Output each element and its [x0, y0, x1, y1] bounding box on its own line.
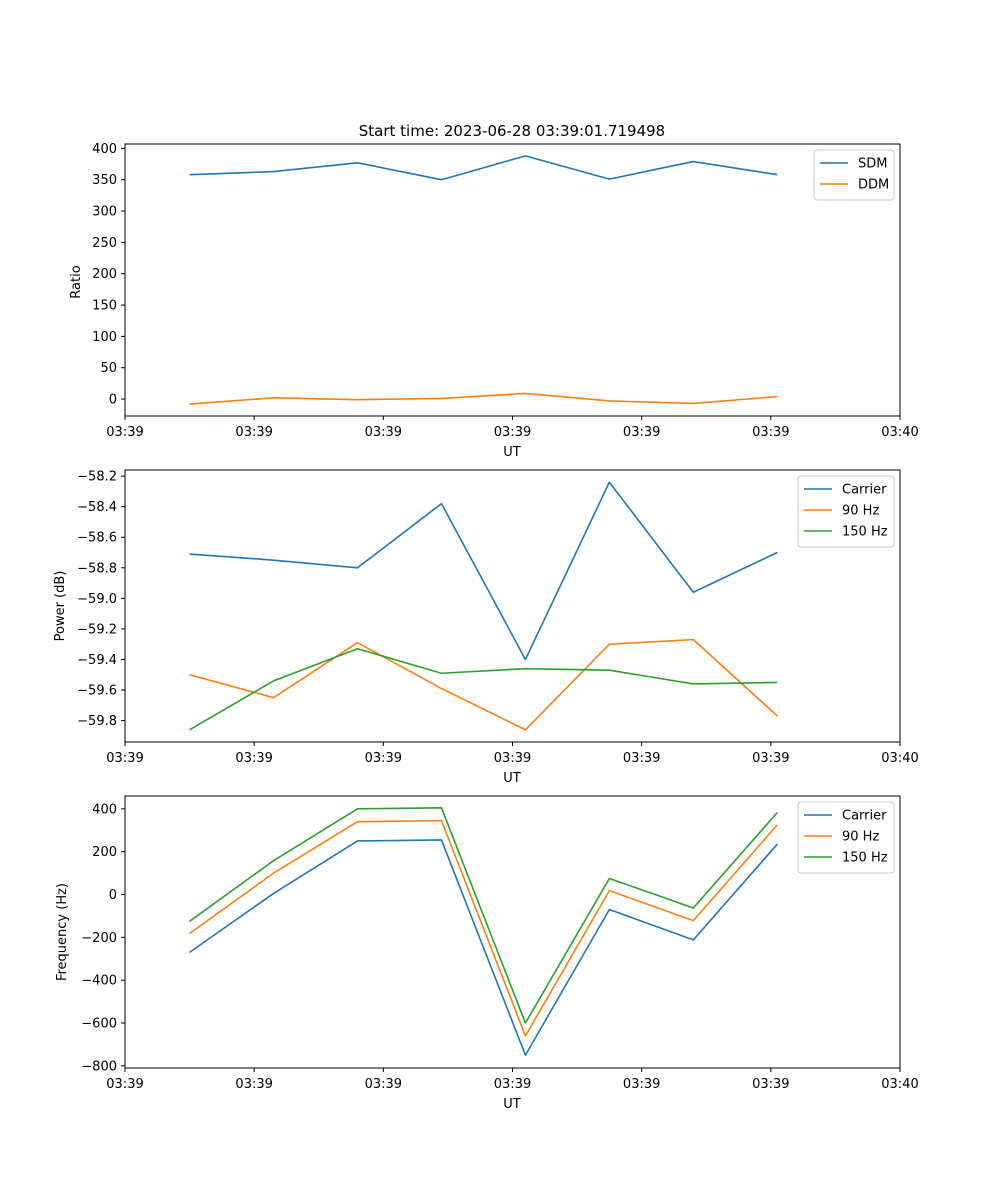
- x-tick-label: 03:39: [106, 751, 143, 766]
- y-tick-label: −200: [81, 931, 117, 946]
- legend-label: 150 Hz: [842, 851, 888, 866]
- x-axis-label: UT: [503, 771, 521, 786]
- series-line-carrier: [189, 839, 778, 1056]
- x-axis-label: UT: [503, 1097, 521, 1112]
- series-line-90-hz: [189, 638, 778, 731]
- x-tick-label: 03:39: [235, 425, 272, 440]
- series-line-carrier: [189, 481, 778, 661]
- chart-title: Start time: 2023-06-28 03:39:01.719498: [359, 122, 665, 140]
- y-tick-label: −58.2: [77, 470, 117, 485]
- x-tick-label: 03:40: [881, 1077, 918, 1092]
- x-tick-label: 03:39: [235, 1077, 272, 1092]
- series-line-90-hz: [189, 819, 778, 1037]
- y-tick-label: 50: [100, 361, 117, 376]
- y-tick-label: −58.6: [77, 531, 117, 546]
- legend-label: 90 Hz: [842, 830, 879, 845]
- y-tick-label: −58.4: [77, 500, 117, 515]
- x-tick-label: 03:39: [494, 425, 531, 440]
- y-tick-label: 200: [92, 267, 117, 282]
- y-tick-label: −58.8: [77, 561, 117, 576]
- y-tick-label: −400: [81, 974, 117, 989]
- y-axis-label: Frequency (Hz): [55, 883, 70, 981]
- y-tick-label: 200: [92, 845, 117, 860]
- x-tick-label: 03:39: [623, 425, 660, 440]
- y-tick-label: −59.0: [77, 592, 117, 607]
- y-tick-label: 0: [109, 888, 117, 903]
- x-tick-label: 03:39: [106, 1077, 143, 1092]
- y-tick-label: −600: [81, 1017, 117, 1032]
- legend-label: SDM: [858, 157, 887, 172]
- x-tick-label: 03:39: [365, 751, 402, 766]
- x-tick-label: 03:39: [623, 1077, 660, 1092]
- legend: Carrier 90 Hz 150 Hz: [797, 475, 895, 548]
- series-line-150-hz: [189, 806, 778, 1024]
- y-axis-label: Ratio: [69, 265, 84, 298]
- y-tick-label: 100: [92, 330, 117, 345]
- x-tick-label: 03:39: [494, 1077, 531, 1092]
- legend-box: [797, 475, 895, 548]
- legend-label: Carrier: [842, 809, 887, 824]
- x-tick-label: 03:40: [881, 751, 918, 766]
- x-axis-label: UT: [503, 445, 521, 460]
- series-line-150-hz: [189, 647, 778, 731]
- y-tick-label: 0: [109, 393, 117, 408]
- x-tick-label: 03:39: [752, 1077, 789, 1092]
- y-tick-label: 150: [92, 299, 117, 314]
- legend-label: 90 Hz: [842, 504, 879, 519]
- series-line-sdm: [189, 155, 778, 181]
- y-tick-label: −59.4: [77, 653, 117, 668]
- frequency-panel: UT Frequency (Hz) 03:39 03:39 03:39 03:39 03…: [55, 795, 919, 1112]
- legend-label: Carrier: [842, 483, 887, 498]
- y-tick-label: −59.6: [77, 684, 117, 699]
- x-tick-label: 03:39: [623, 751, 660, 766]
- y-tick-label: −59.2: [77, 622, 117, 637]
- x-tick-label: 03:39: [752, 751, 789, 766]
- ratio-panel: Start time: 2023-06-28 03:39:01.719498 U…: [69, 122, 919, 460]
- legend-label: 150 Hz: [842, 525, 888, 540]
- x-tick-label: 03:39: [365, 425, 402, 440]
- x-tick-label: 03:40: [881, 425, 918, 440]
- legend: Carrier 90 Hz 150 Hz: [797, 801, 895, 874]
- y-tick-label: 300: [92, 205, 117, 220]
- y-tick-label: 400: [92, 142, 117, 157]
- x-tick-label: 03:39: [235, 751, 272, 766]
- legend-label: DDM: [858, 178, 889, 193]
- y-tick-label: 400: [92, 802, 117, 817]
- x-tick-label: 03:39: [365, 1077, 402, 1092]
- y-tick-label: 350: [92, 173, 117, 188]
- legend: SDM DDM: [813, 149, 895, 201]
- y-tick-label: −59.8: [77, 714, 117, 729]
- power-panel: UT Power (dB) 03:39 03:39 03:39 03:39 03:39 0…: [53, 469, 919, 786]
- y-axis-label: Power (dB): [53, 571, 68, 642]
- y-tick-label: −800: [81, 1059, 117, 1074]
- x-tick-label: 03:39: [106, 425, 143, 440]
- legend-box: [797, 801, 895, 874]
- x-tick-label: 03:39: [494, 751, 531, 766]
- series-line-ddm: [189, 392, 778, 405]
- y-tick-label: 250: [92, 236, 117, 251]
- x-tick-label: 03:39: [752, 425, 789, 440]
